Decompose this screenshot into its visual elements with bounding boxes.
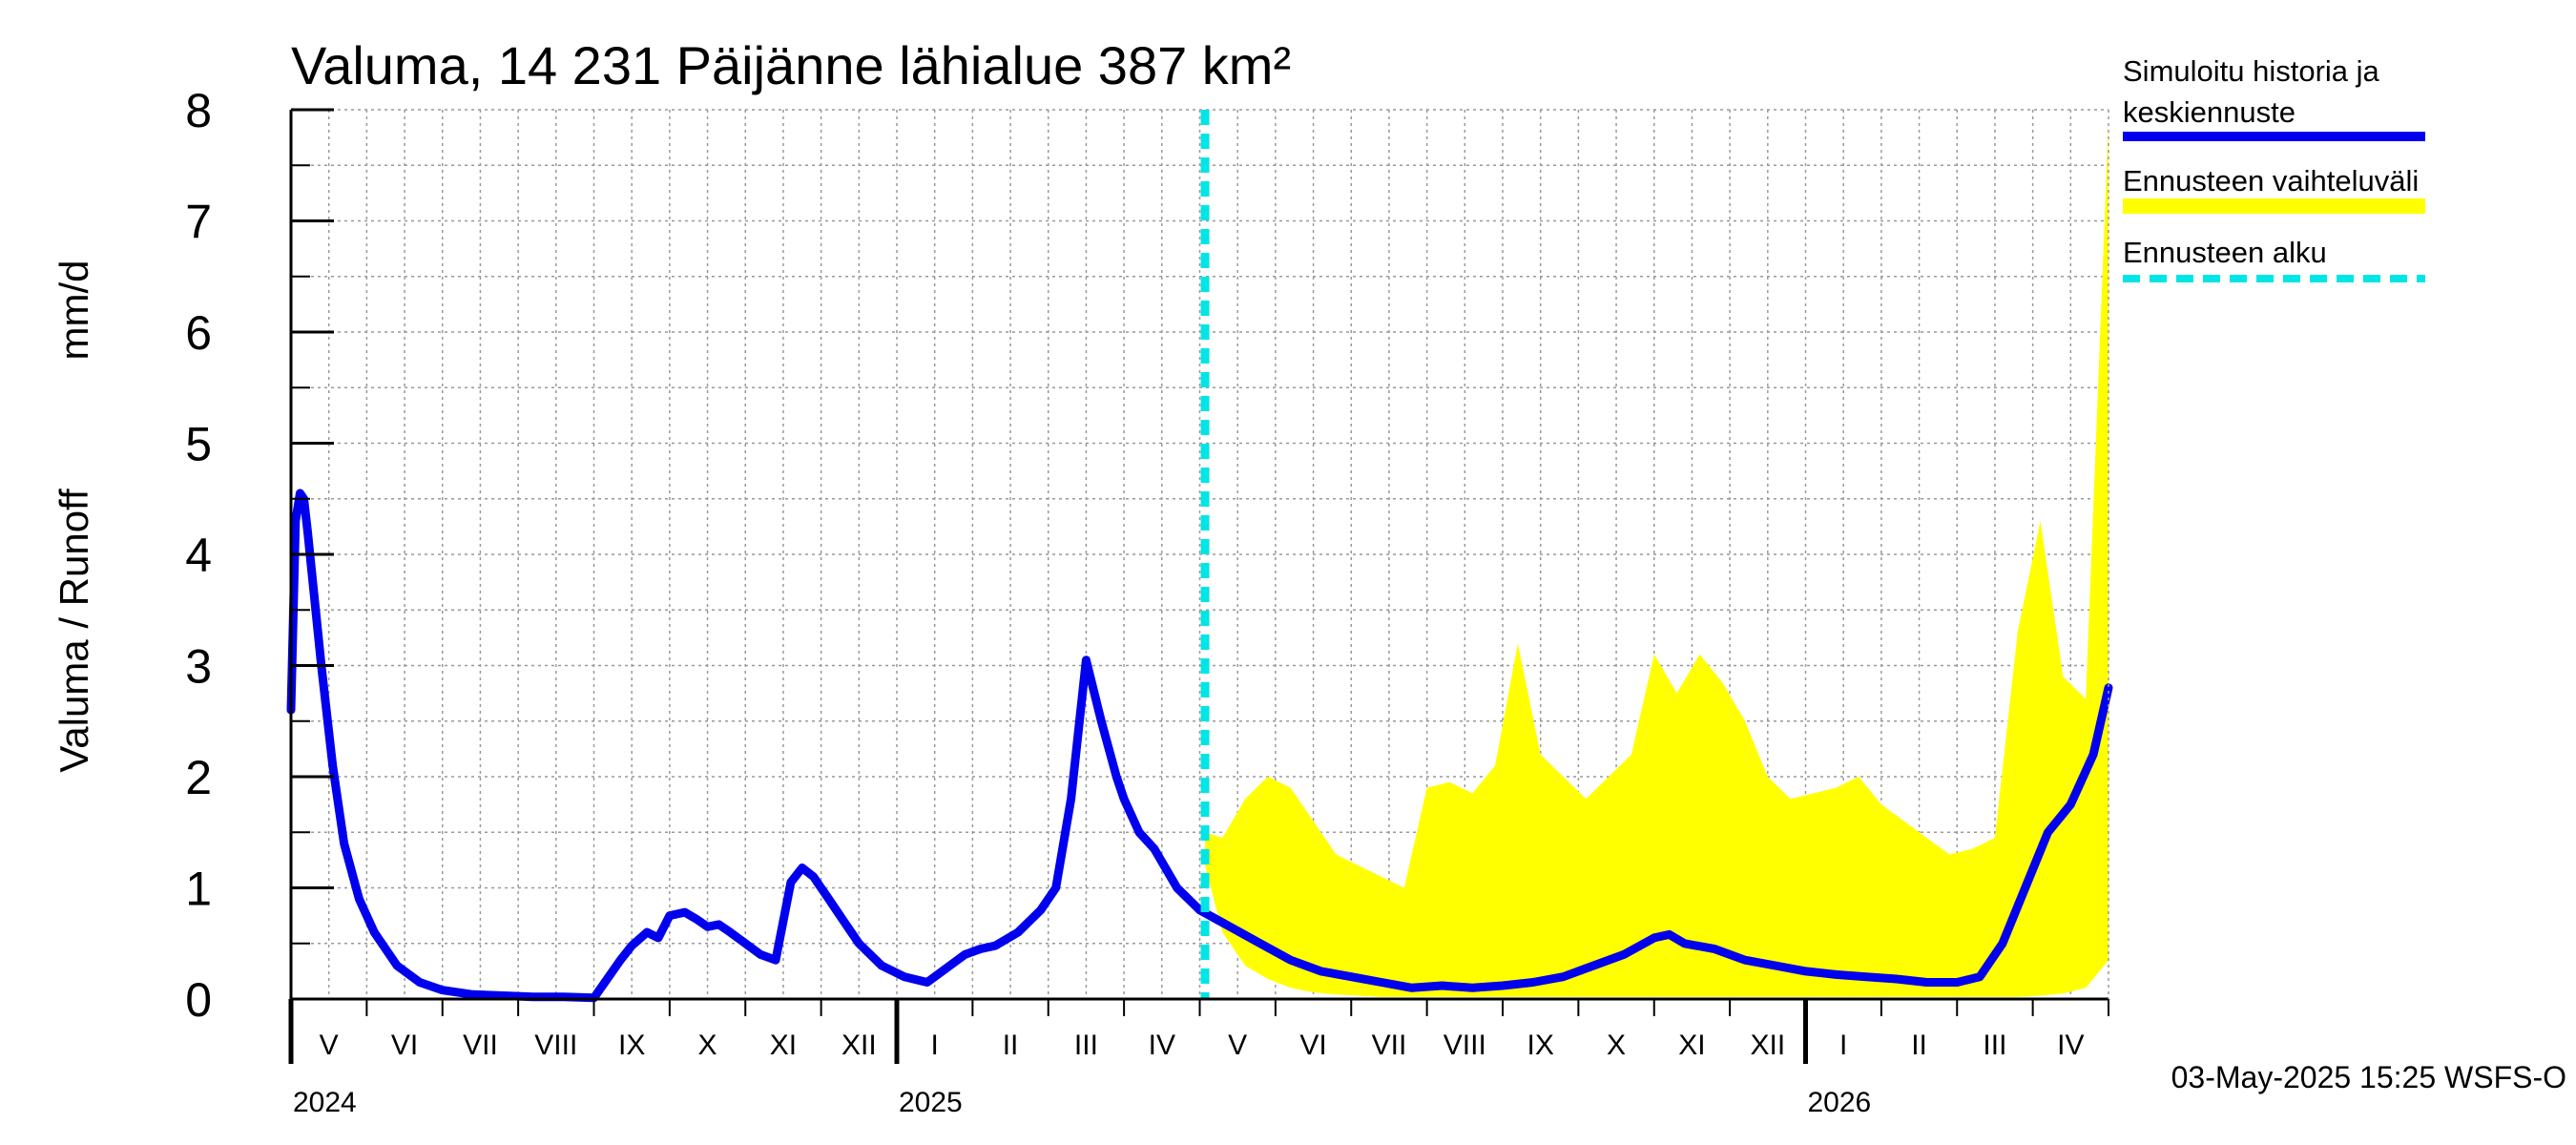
forecast-range-band xyxy=(1205,120,2109,997)
y-tick-label: 7 xyxy=(185,196,212,249)
month-label: VII xyxy=(463,1030,498,1061)
month-label: IV xyxy=(1149,1030,1175,1061)
y-tick-label: 0 xyxy=(185,973,212,1027)
month-label: IX xyxy=(1527,1030,1554,1061)
y-tick-label: 5 xyxy=(185,418,212,471)
month-label: II xyxy=(1911,1030,1927,1061)
month-label: X xyxy=(698,1030,717,1061)
chart-title: Valuma, 14 231 Päijänne lähialue 387 km² xyxy=(291,35,1291,95)
month-label: VIII xyxy=(534,1030,577,1061)
year-label: 2024 xyxy=(293,1087,357,1118)
y-tick-label: 1 xyxy=(185,863,212,916)
month-label: XII xyxy=(841,1030,877,1061)
legend-label-line2: keskiennuste xyxy=(2123,95,2296,129)
mean-runoff-line xyxy=(286,489,2113,1003)
month-label: V xyxy=(1228,1030,1247,1061)
year-label: 2025 xyxy=(899,1087,963,1118)
timestamp: 03-May-2025 15:25 WSFS-O xyxy=(2171,1060,2566,1094)
year-label: 2026 xyxy=(1808,1087,1872,1118)
month-label: VII xyxy=(1372,1030,1407,1061)
y-tick-label: 3 xyxy=(185,640,212,694)
month-label: IX xyxy=(618,1030,645,1061)
legend-label-line1: Simuloitu historia ja xyxy=(2123,54,2380,88)
legend: Simuloitu historia ja keskiennuste Ennus… xyxy=(2123,54,2425,282)
y-axis-unit-label: mm/d xyxy=(52,260,96,361)
y-tick-label: 8 xyxy=(185,84,212,137)
legend-label-start: Ennusteen alku xyxy=(2123,236,2327,269)
month-label: VIII xyxy=(1444,1030,1486,1061)
y-tick-label: 2 xyxy=(185,751,212,804)
month-label: I xyxy=(931,1030,939,1061)
month-label: I xyxy=(1839,1030,1847,1061)
month-label: II xyxy=(1003,1030,1019,1061)
month-label: IV xyxy=(2057,1030,2084,1061)
legend-label-range: Ennusteen vaihteluväli xyxy=(2123,164,2419,198)
month-label: VI xyxy=(1299,1030,1326,1061)
month-label: XI xyxy=(770,1030,797,1061)
month-label: III xyxy=(1983,1030,2006,1061)
month-label: V xyxy=(320,1030,339,1061)
y-axis-label: Valuma / Runoff xyxy=(52,489,96,773)
y-tick-label: 6 xyxy=(185,306,212,360)
month-label: X xyxy=(1607,1030,1626,1061)
month-label: XII xyxy=(1750,1030,1785,1061)
y-tick-label: 4 xyxy=(185,529,212,582)
month-label: XI xyxy=(1678,1030,1705,1061)
month-label: III xyxy=(1074,1030,1098,1061)
month-label: VI xyxy=(391,1030,418,1061)
